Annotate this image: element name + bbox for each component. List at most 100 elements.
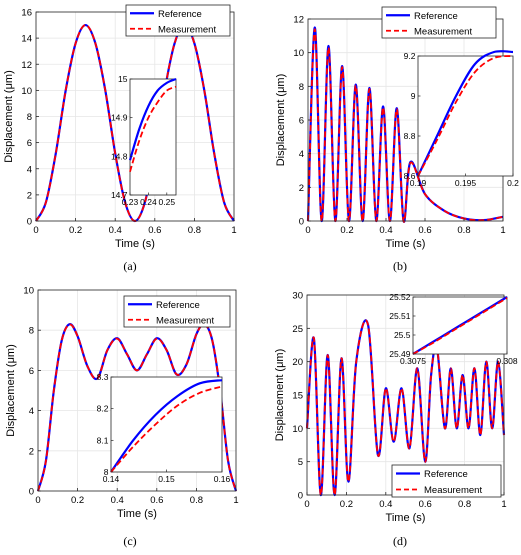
y-tick-label: 15: [292, 391, 303, 402]
legend: Reference Measurement: [123, 295, 231, 328]
inset-x-tick-label: 0.14: [103, 474, 120, 484]
x-tick-label: 0.4: [109, 225, 122, 236]
y-tick-label: 14: [21, 34, 32, 45]
inset-x-tick-label: 0.19: [410, 178, 427, 188]
legend-box: [391, 464, 502, 498]
y-tick-label: 0: [298, 491, 303, 502]
x-tick-label: 0.8: [188, 225, 201, 236]
inset-measurement-line: [417, 55, 514, 177]
inset-y-tick-label: 15: [118, 74, 128, 84]
inset-x-tick-label: 0.195: [455, 178, 477, 188]
inset-y-tick-label: 8.3: [97, 372, 109, 382]
inset-box: [417, 55, 514, 177]
x-tick-label: 0.2: [340, 225, 353, 236]
inset-measurement-line: [110, 385, 223, 473]
legend-label: Reference: [158, 9, 202, 20]
inset-y-tick-label: 25.52: [389, 292, 411, 302]
x-tick-label: 0.6: [418, 225, 431, 236]
inset-reference-line: [128, 77, 177, 161]
y-tick-label: 30: [292, 291, 303, 302]
legend-box: [125, 4, 231, 37]
x-tick-label: 0.6: [419, 499, 432, 510]
x-tick-label: 1: [231, 225, 236, 236]
inset-plot: 0.19 0.195 0.2 8.6 8.8 9 9.2: [404, 50, 519, 188]
inset-y-tick-label: 9: [411, 91, 416, 101]
x-tick-label: 0.8: [458, 499, 471, 510]
inset-x-tick-label: 0.16: [214, 474, 231, 484]
legend-label: Measurement: [414, 26, 472, 37]
x-tick-label: 0.8: [457, 225, 470, 236]
x-tick-label: 0.4: [379, 225, 392, 236]
x-tick-label: 0.4: [379, 499, 392, 510]
x-tick-label: 1: [500, 225, 505, 236]
x-tick-label: 0: [304, 499, 309, 510]
inset-x-tick-label: 0.2: [507, 178, 519, 188]
y-tick-label: 20: [292, 357, 303, 368]
y-tick-label: 2: [27, 190, 32, 201]
x-tick-label: 1: [501, 499, 506, 510]
y-tick-label: 6: [299, 116, 304, 127]
x-tick-label: 0.8: [190, 495, 203, 506]
y-tick-label: 16: [21, 8, 32, 19]
inset-y-tick-label: 14.9: [111, 113, 128, 123]
legend-box: [381, 6, 497, 39]
inset-y-tick-label: 14.7: [111, 190, 128, 200]
legend-label: Reference: [414, 11, 458, 22]
x-axis-label: Time (s): [117, 508, 157, 520]
x-axis-label: Time (s): [386, 512, 426, 524]
inset-y-tick-label: 8.1: [97, 435, 109, 445]
y-tick-label: 10: [21, 86, 32, 97]
x-tick-label: 0.6: [150, 495, 163, 506]
y-tick-label: 2: [29, 446, 34, 457]
x-tick-label: 0.2: [71, 495, 84, 506]
inset-x-tick-label: 0.15: [158, 474, 175, 484]
inset-plot: 0.3075 0.308 25.49 25.5 25.51 25.52: [389, 292, 518, 366]
y-tick-label: 6: [29, 366, 34, 377]
y-tick-label: 0: [299, 217, 304, 228]
legend: Reference Measurement: [125, 4, 231, 37]
y-tick-label: 12: [21, 60, 32, 71]
inset-x-tick-label: 0.25: [159, 197, 176, 207]
x-tick-label: 0.2: [340, 499, 353, 510]
y-axis-label: Displacement (μm): [274, 349, 286, 442]
inset-x-tick-label: 0.308: [496, 356, 518, 366]
legend-label: Measurement: [424, 485, 482, 496]
y-tick-label: 10: [292, 424, 303, 435]
x-axis-label: Time (s): [386, 238, 426, 250]
legend-label: Measurement: [158, 24, 216, 35]
legend: Reference Measurement: [391, 464, 502, 498]
inset-y-tick-label: 8: [104, 467, 109, 477]
inset-y-tick-label: 8.8: [404, 131, 416, 141]
inset-x-tick-label: 0.24: [140, 197, 157, 207]
y-tick-label: 4: [29, 406, 34, 417]
inset-measurement-line: [412, 297, 508, 355]
legend-label: Measurement: [156, 315, 214, 326]
inset-plot: 0.14 0.15 0.16 8 8.1 8.2 8.3: [97, 372, 231, 484]
y-tick-label: 8: [29, 326, 34, 337]
axes-box: [37, 289, 237, 492]
inset-measurement-line: [129, 85, 177, 173]
inset-y-tick-label: 25.51: [389, 311, 411, 321]
inset-y-tick-label: 25.5: [394, 330, 411, 340]
y-tick-label: 0: [27, 217, 32, 228]
legend-label: Reference: [424, 469, 468, 480]
legend-label: Reference: [156, 300, 200, 311]
measurement-series-line: [306, 319, 505, 496]
x-tick-label: 0.2: [69, 225, 82, 236]
inset-box: [110, 376, 223, 473]
y-tick-label: 10: [23, 286, 34, 297]
panel-label: (a): [123, 259, 136, 273]
x-tick-label: 0: [33, 225, 38, 236]
legend: Reference Measurement: [381, 6, 497, 39]
measurement-series-line: [307, 28, 504, 223]
x-tick-label: 0: [305, 225, 310, 236]
inset-reference-line: [417, 50, 514, 177]
y-tick-label: 12: [293, 15, 304, 26]
y-tick-label: 10: [293, 48, 304, 59]
inset-y-tick-label: 25.49: [389, 349, 411, 359]
y-tick-label: 2: [299, 183, 304, 194]
